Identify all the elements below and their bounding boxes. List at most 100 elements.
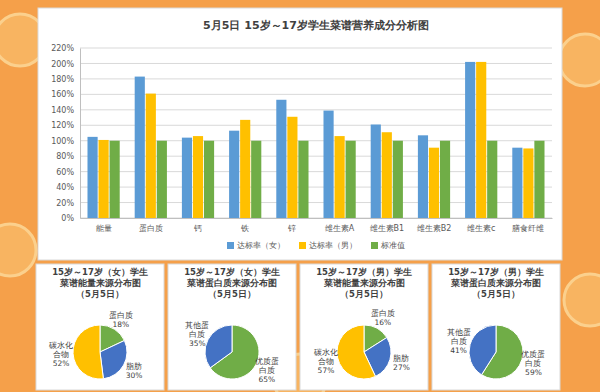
pie (337, 325, 391, 379)
chart-title-line: （5月5日） (340, 289, 388, 299)
pie (469, 325, 523, 379)
bar (512, 148, 522, 218)
data-label-category: 白质 (525, 359, 541, 368)
legend-swatch (371, 242, 378, 249)
grid (80, 48, 552, 218)
pie-slice (73, 325, 103, 379)
bar (323, 111, 333, 218)
chart-title: 15岁～17岁（女）学生菜谱能量来源分布图（5月5日） (52, 267, 148, 299)
bar (335, 136, 345, 218)
y-tick: 220% (51, 44, 80, 53)
bar-series (87, 62, 522, 218)
x-tick: 维生素B1 (370, 218, 405, 233)
x-tick: 铁 (240, 218, 249, 233)
y-tick-label: 200% (51, 60, 74, 69)
bar (534, 141, 544, 218)
x-tick-label: 锌 (287, 224, 296, 233)
data-label-category: 碳水化 (48, 341, 73, 350)
pie (73, 325, 127, 379)
bar (276, 100, 286, 218)
x-tick-label: 维生素c (467, 224, 495, 233)
x-tick: 能量 (96, 218, 112, 233)
decoration (559, 34, 600, 86)
legend: 达标率（女）达标率（男）标准值 (227, 241, 405, 250)
bar (182, 138, 192, 218)
data-label-category: 脂肪 (126, 362, 142, 371)
legend-label: 达标率（男） (309, 241, 357, 250)
x-tick-label: 铁 (240, 224, 249, 233)
grid-line (80, 48, 552, 49)
y-tick-label: 140% (51, 106, 74, 115)
canvas: 5月5日 15岁～17岁学生菜谱营养成分分析图0%20%40%60%80%100… (0, 0, 600, 392)
data-label: 蛋白质16% (371, 309, 395, 327)
x-tick-label: 维生素B1 (370, 224, 405, 233)
data-label-value: 30% (126, 371, 143, 380)
data-label-value: 57% (318, 366, 335, 375)
data-label-category: 其他蛋 (447, 328, 471, 337)
data-label: 碳水化合物52% (48, 341, 73, 368)
pie-chart-panel: 15岁～17岁（女）学生菜谱能量来源分布图（5月5日） 蛋白质18% 脂肪30% 碳水… (36, 264, 164, 390)
bar (229, 131, 239, 218)
chart-title-line: 菜谱蛋白质来源分布图 (450, 278, 541, 288)
chart-title-line: 15岁～17岁（男）学生 (316, 267, 412, 277)
legend-item: 标准值 (371, 241, 405, 250)
bar (157, 141, 167, 218)
pie-slice (100, 341, 127, 379)
decoration (0, 224, 36, 276)
bars (87, 62, 544, 218)
y-tick-label: 100% (51, 137, 74, 146)
bar (287, 117, 297, 218)
y-tick-label: 80% (56, 152, 74, 161)
data-label-category: 其他蛋 (185, 321, 209, 330)
data-label-value: 41% (450, 346, 467, 355)
pie-chart-panel: 15岁～17岁（男）学生菜谱能量来源分布图（5月5日）蛋白质16%脂肪27%碳水… (300, 264, 428, 390)
panel-background (168, 264, 296, 390)
legend-swatch (227, 242, 234, 249)
bar (193, 136, 203, 218)
bar (110, 141, 120, 218)
panel-background (300, 264, 428, 390)
y-tick-label: 0% (61, 214, 74, 223)
y-tick: 0% (61, 214, 80, 223)
y-tick-label: 40% (56, 183, 74, 192)
pie (205, 325, 259, 379)
bar-series (99, 62, 534, 218)
y-tick: 140% (51, 106, 80, 115)
x-axis-line (81, 218, 553, 219)
bar (465, 62, 475, 218)
x-tick: 维生素c (467, 218, 495, 233)
bar (382, 132, 392, 218)
data-label: 蛋白质18% (109, 311, 133, 329)
bar (393, 141, 403, 218)
data-label-category: 白质 (189, 330, 205, 339)
chart-title-line: 菜谱蛋白质来源分布图 (186, 278, 277, 288)
y-tick: 100% (51, 137, 80, 146)
data-label-category: 合物 (318, 357, 334, 366)
bar (298, 141, 308, 218)
bar (146, 94, 156, 218)
y-tick-label: 220% (51, 44, 74, 53)
x-tick: 锌 (287, 218, 296, 233)
y-tick: 20% (56, 199, 80, 208)
bar (476, 62, 486, 218)
y-tick: 200% (51, 60, 80, 69)
panel-background (38, 8, 562, 260)
chart-title-line: 15岁～17岁（男）学生 (448, 267, 544, 277)
bar (99, 140, 109, 218)
chart-title-line: 菜谱能量来源分布图 (59, 278, 141, 288)
data-label-value: 59% (525, 368, 542, 377)
pie-chart-panel: 15岁～17岁（男）学生菜谱蛋白质来源分布图（5月5日）优质蛋白质59%其他蛋白… (432, 264, 560, 390)
x-tick-label: 钙 (193, 224, 202, 233)
y-axis-line (80, 49, 81, 219)
data-label-category: 蛋白质 (109, 311, 133, 320)
y-tick: 40% (56, 183, 80, 192)
bar (135, 77, 145, 218)
data-label: 碳水化合物57% (313, 348, 338, 375)
chart-title-line: （5月5日） (76, 289, 124, 299)
bar (429, 148, 439, 218)
data-labels: 蛋白质16%脂肪27%碳水化合物57% (313, 309, 410, 374)
data-labels: 蛋白质18% 脂肪30% 碳水化合物52% (48, 311, 142, 381)
bar (346, 141, 356, 218)
x-tick-label: 维生素A (325, 224, 355, 233)
data-label: 脂肪30% (126, 362, 143, 380)
